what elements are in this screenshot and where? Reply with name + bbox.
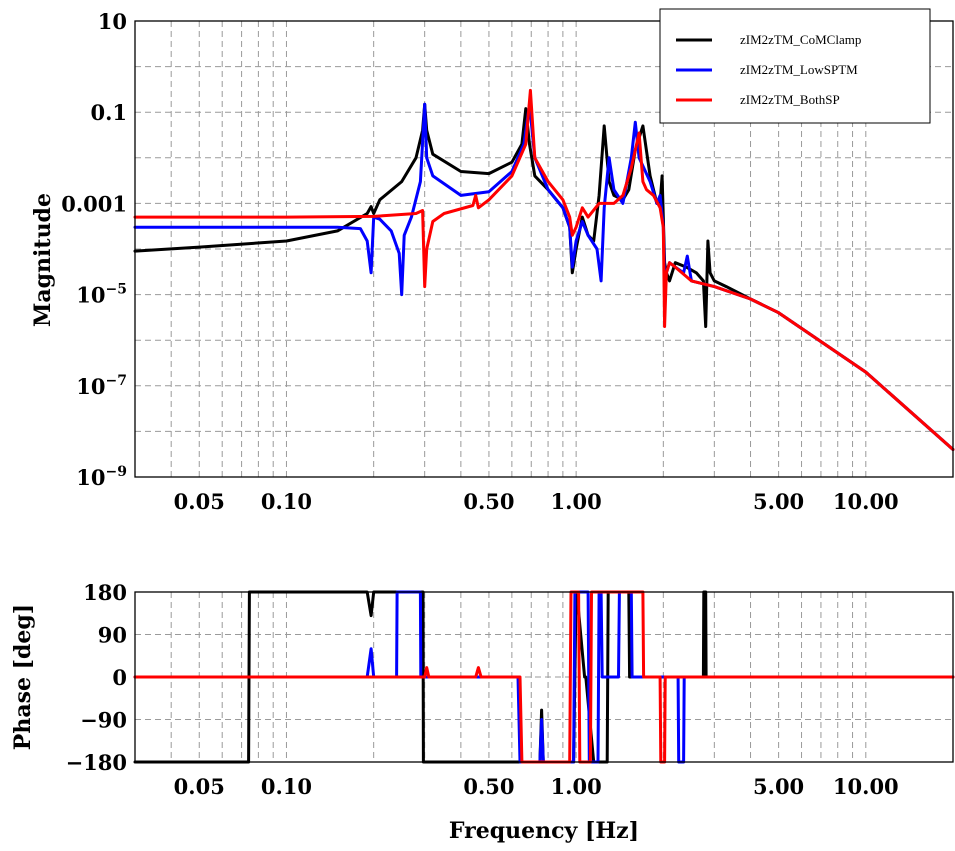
phase-y-tick-label: −180	[66, 750, 127, 775]
magnitude-x-tick-labels: 0.05 0.10 0.50 1.00 5.00 10.00	[174, 489, 899, 514]
phase-x-tick-labels: 0.05 0.10 0.50 1.00 5.00 10.00	[174, 774, 899, 799]
magnitude-series-zim2ztm-comclamp	[133, 102, 955, 451]
magnitude-x-tick-label: 0.50	[463, 489, 514, 514]
magnitude-y-tick-label: 10	[98, 9, 127, 34]
magnitude-plot-frame	[134, 20, 954, 478]
phase-x-tick-label: 10.00	[833, 774, 899, 799]
magnitude-series-zim2ztm-lowsptm	[133, 102, 955, 451]
magnitude-y-tick-label: 0.001	[61, 191, 127, 216]
phase-x-tick-label: 1.00	[551, 774, 602, 799]
magnitude-x-tick-label: 0.05	[174, 489, 225, 514]
phase-plot: 0.05 0.10 0.50 1.00 5.00 10.00 180900−90−180 …	[10, 580, 955, 844]
phase-y-tick-labels: 180 90 0 −90 −180	[66, 580, 127, 775]
phase-x-tick-label: 0.50	[463, 774, 514, 799]
phase-series-zim2ztm-bothsp	[133, 590, 955, 764]
phase-y-axis-label: Phase [deg]	[10, 604, 36, 750]
phase-y-tick-label: −90	[80, 708, 127, 733]
legend: zIM2zTM_CoMClamp zIM2zTM_LowSPTM zIM2zTM…	[659, 8, 931, 124]
legend-label-bothsp: zIM2zTM_BothSP	[740, 92, 840, 107]
phase-plot-frame	[134, 591, 954, 763]
phase-x-tick-label: 5.00	[753, 774, 804, 799]
phase-y-tick-label: 0	[112, 665, 127, 690]
magnitude-y-axis-label: Magnitude	[30, 193, 56, 327]
magnitude-y-tick-label: 0.1	[90, 100, 127, 125]
magnitude-x-tick-label: 10.00	[833, 489, 899, 514]
legend-label-comclamp: zIM2zTM_CoMClamp	[740, 32, 861, 47]
legend-box	[659, 8, 931, 124]
magnitude-series-zim2ztm-bothsp	[133, 88, 955, 451]
phase-y-tick-label: 180	[83, 580, 127, 605]
magnitude-y-tick-labels: 10−9 10−7 10−5 0.001 0.1 10	[61, 9, 127, 490]
legend-label-lowsptm: zIM2zTM_LowSPTM	[740, 62, 858, 77]
x-axis-label: Frequency [Hz]	[449, 818, 639, 844]
magnitude-x-tick-label: 1.00	[551, 489, 602, 514]
magnitude-x-tick-label: 5.00	[753, 489, 804, 514]
magnitude-y-tick-label: 10−5	[76, 282, 127, 308]
magnitude-y-tick-label: 10−9	[76, 464, 127, 490]
phase-series-group	[133, 590, 955, 764]
magnitude-y-tick-label: 10−7	[76, 373, 127, 399]
phase-y-tick-label: 90	[98, 623, 127, 648]
phase-x-tick-label: 0.10	[261, 774, 312, 799]
phase-x-tick-label: 0.05	[174, 774, 225, 799]
magnitude-x-tick-label: 0.10	[261, 489, 312, 514]
magnitude-plot: 0.05 0.10 0.50 1.00 5.00 10.00 10−9 10−7 10−5 0.…	[30, 8, 955, 514]
magnitude-series-group	[133, 88, 955, 451]
